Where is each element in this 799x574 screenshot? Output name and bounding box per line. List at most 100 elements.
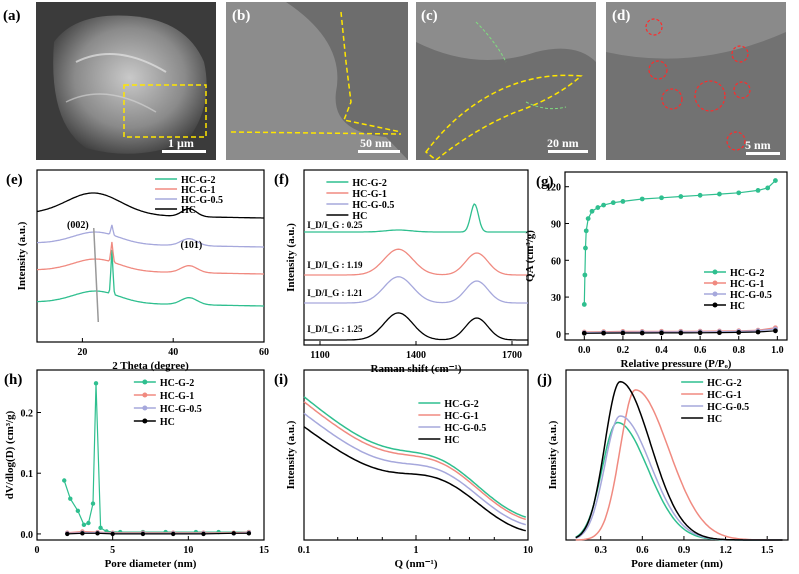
pore-frame [565, 369, 789, 541]
raman-legend-label-3: HC [352, 211, 367, 222]
raman-legend-label-1: HC-G-1 [352, 189, 386, 200]
psd-xlabel: Pore diameter (nm) [105, 558, 197, 570]
xrd-series-3 [36, 192, 264, 219]
psd-point-3-6 [201, 531, 206, 537]
raman-annot-0: I_D/I_G : 0.25 [307, 220, 363, 230]
saxs-series-3 [303, 426, 526, 532]
psd-point-0-4 [86, 520, 91, 526]
raman-annot-2: I_D/I_G : 1.21 [307, 288, 363, 298]
iso-point-3-2 [620, 330, 626, 336]
saxs-legend-label-1: HC-G-1 [444, 411, 478, 422]
psd-point-0-6 [93, 381, 99, 386]
raman-series-1 [304, 248, 528, 276]
saxs-xtick-label-0: 0.1 [298, 545, 311, 556]
psd-xtick-label-0: 0 [35, 545, 40, 556]
xrd-legend-label-0: HC-G-2 [181, 175, 215, 186]
psd-xtick-label-3: 15 [259, 545, 269, 556]
xrd-xtick-label-2: 60 [259, 347, 269, 358]
psd-ytick-label-0: 0.0 [21, 530, 34, 541]
xrd-annot-002: (002) [67, 220, 89, 231]
raman-frame [303, 169, 529, 346]
psd-series-0 [63, 383, 249, 533]
psd-point-3-0 [65, 531, 70, 537]
pore-xtick-label-3: 1.2 [719, 545, 732, 556]
panel-a-sem [36, 2, 216, 160]
iso-point-0-17 [765, 185, 771, 191]
iso-point-0-5 [589, 208, 595, 214]
iso-legend-label-1: HC-G-1 [730, 279, 764, 290]
raman-legend-label-0: HC-G-2 [352, 178, 386, 189]
raman-xtick-label-1: 1400 [406, 350, 426, 361]
psd-ylabel: dV/dlog(D) (cm³/g) [4, 410, 16, 499]
pore-legend-label-3: HC [707, 414, 722, 425]
iso-point-3-9 [755, 329, 761, 335]
xrd-xtick-label-1: 40 [168, 347, 178, 358]
psd-legend-label-3: HC [160, 417, 175, 428]
xrd-series-0 [37, 249, 264, 307]
pore-xtick-label-4: 1.5 [761, 545, 774, 556]
iso-point-0-2 [583, 245, 588, 251]
psd-point-3-3 [110, 531, 115, 537]
iso-point-0-7 [601, 202, 607, 208]
iso-xtick-label-1: 0.2 [617, 345, 630, 356]
iso-ytick-label-0: 0 [556, 330, 561, 341]
panel-c-label: (c) [421, 8, 438, 24]
panel-e-label: (e) [6, 172, 23, 188]
iso-point-0-16 [755, 187, 761, 193]
pore-legend-label-2: HC-G-0.5 [707, 402, 749, 413]
psd-legend-label-0: HC-G-2 [160, 378, 194, 389]
panel-d-label: (d) [612, 8, 631, 24]
psd-point-3-7 [231, 531, 236, 536]
raman-xtick-label-0: 1100 [310, 350, 329, 361]
iso-legend-label-0: HC-G-2 [730, 268, 764, 279]
psd-legend-marker-2 [142, 405, 148, 411]
iso-xtick-label-3: 0.6 [694, 345, 707, 356]
saxs-xtick-label-2: 10 [523, 545, 533, 556]
iso-point-0-11 [659, 195, 664, 201]
psd-point-3-4 [140, 531, 146, 537]
psd-ytick-label-2: 0.2 [21, 409, 34, 420]
scale-bar-c: 20 nm [547, 136, 579, 150]
iso-legend-label-2: HC-G-0.5 [730, 290, 772, 301]
iso-point-0-3 [583, 228, 589, 234]
raman-xlabel: Raman shift (cm⁻¹) [371, 363, 462, 375]
scale-bar-d: 5 nm [745, 138, 771, 152]
xrd-legend-label-2: HC-G-0.5 [181, 195, 223, 206]
psd-point-0-1 [68, 496, 73, 501]
iso-point-0-18 [773, 178, 778, 183]
panel-b-label: (b) [232, 8, 251, 24]
iso-point-3-10 [773, 328, 778, 334]
saxs-xtick-label-1: 1 [414, 545, 419, 556]
psd-point-0-7 [98, 525, 103, 531]
xrd-ylabel: Intensity (a.u.) [16, 221, 28, 290]
panel-b-sem [226, 2, 408, 160]
iso-point-0-9 [620, 199, 626, 204]
pore-xtick-label-1: 0.6 [636, 545, 649, 556]
psd-ytick-label-1: 0.1 [21, 469, 34, 480]
panel-a-label: (a) [3, 8, 21, 24]
pore-series-1 [575, 389, 783, 541]
panel-d-tem [606, 2, 786, 160]
pore-legend-label-0: HC-G-2 [707, 378, 741, 389]
psd-point-3-2 [95, 531, 100, 536]
raman-ylabel: Intensity (a.u.) [285, 223, 297, 292]
xrd-legend-label-3: HC [181, 205, 196, 216]
pore-series-3 [575, 380, 783, 541]
pore-xtick-label-2: 0.9 [678, 545, 691, 556]
panel-g-label: (g) [536, 174, 554, 190]
iso-point-3-3 [639, 330, 645, 336]
iso-point-0-15 [736, 190, 742, 196]
saxs-frame [303, 369, 529, 541]
xrd-xtick-label-0: 20 [77, 347, 87, 358]
iso-point-0-12 [678, 194, 684, 199]
saxs-series-0 [303, 396, 527, 518]
iso-legend-marker-1 [712, 280, 718, 286]
iso-xtick-label-2: 0.4 [655, 345, 668, 356]
raman-series-0 [304, 203, 528, 233]
psd-legend-marker-3 [142, 418, 148, 424]
psd-frame [36, 369, 265, 541]
scale-bar-b: 50 nm [360, 136, 392, 150]
psd-point-3-5 [171, 531, 176, 537]
xrd-legend-label-1: HC-G-1 [181, 185, 215, 196]
